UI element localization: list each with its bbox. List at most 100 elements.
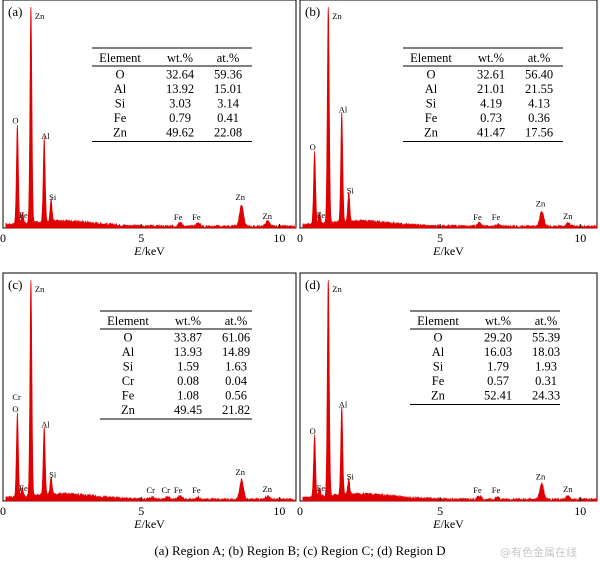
peak-label: Cr (162, 485, 171, 495)
peak-label: Zn (332, 11, 342, 21)
peak-label: Al (41, 131, 50, 141)
table-header-cell: wt.% (175, 314, 201, 328)
composition-table: Element wt.% at.% O 32.64 59.36 Al 13.92 15.01 Si… (92, 47, 252, 142)
x-axis-label: E/keV (432, 244, 464, 258)
table-header-cell: wt.% (485, 314, 511, 328)
table-header-cell: Element (99, 51, 141, 65)
table-cell: 18.03 (532, 345, 560, 359)
table-cell: Si (426, 97, 437, 111)
panel-label: (a) (8, 4, 22, 19)
peak-label: Al (339, 400, 348, 410)
table-cell: Fe (122, 389, 135, 403)
table-cell: O (123, 331, 132, 345)
table-cell: O (433, 331, 442, 345)
plot-frame (2, 272, 297, 502)
peak-label: Al (339, 105, 348, 115)
peak-label: Fe (19, 210, 28, 220)
table-cell: 1.93 (535, 360, 557, 374)
x-tick-label: 0 (0, 504, 6, 518)
peak-label: Si (347, 185, 355, 195)
peak-label: Fe (174, 485, 183, 495)
table-cell: Zn (431, 389, 446, 403)
x-tick-label: 0 (297, 504, 303, 518)
table-cell: 0.36 (528, 111, 550, 125)
table-cell: 29.20 (484, 331, 512, 345)
x-tick-label: 10 (574, 504, 586, 518)
eds-spectrum (5, 6, 297, 229)
table-cell: 17.56 (525, 126, 553, 140)
peak-label: Fe (192, 212, 201, 222)
table-cell: 61.06 (222, 331, 250, 345)
table-cell: 14.89 (222, 345, 250, 359)
table-cell: 33.87 (174, 331, 202, 345)
table-cell: 16.03 (484, 345, 512, 359)
table-cell: 15.01 (214, 82, 242, 96)
x-tick-label: 5 (138, 231, 144, 245)
table-cell: 13.92 (166, 82, 194, 96)
peak-label: Zn (263, 484, 273, 494)
table-cell: 21.01 (477, 82, 505, 96)
table-cell: 1.63 (225, 360, 247, 374)
peak-label: Al (41, 420, 50, 430)
table-header-cell: at.% (535, 314, 558, 328)
table-cell: 0.73 (480, 111, 502, 125)
table-header-cell: at.% (217, 51, 240, 65)
table-cell: Zn (121, 403, 136, 417)
peak-label: Zn (536, 472, 546, 482)
table-cell: 0.57 (487, 374, 509, 388)
peak-label: Zn (563, 484, 573, 494)
table-cell: 4.13 (528, 97, 550, 111)
table-cell: Zn (113, 126, 128, 140)
table-cell: 1.79 (487, 360, 509, 374)
table-cell: Fe (114, 111, 127, 125)
table-cell: 1.08 (177, 389, 199, 403)
peak-label: Zn (236, 192, 246, 202)
table-cell: 13.93 (174, 345, 202, 359)
x-tick-label: 0 (297, 231, 303, 245)
table-cell: 22.08 (214, 126, 242, 140)
table-cell: 3.14 (217, 97, 240, 111)
table-cell: Si (433, 360, 444, 374)
composition-table: Element wt.% at.% O 32.61 56.40 Al 21.01 21.55 Si… (403, 47, 563, 142)
peak-label: Fe (317, 210, 326, 220)
table-cell: Al (432, 345, 445, 359)
table-cell: Si (115, 97, 126, 111)
peak-label: Fe (19, 483, 28, 493)
table-header-cell: wt.% (167, 51, 193, 65)
table-cell: Al (425, 82, 438, 96)
table-cell: 21.82 (222, 403, 250, 417)
table-cell: Fe (432, 374, 445, 388)
panel-label: (c) (8, 277, 22, 292)
x-tick-label: 5 (138, 504, 144, 518)
x-tick-label: 5 (437, 231, 443, 245)
table-cell: O (426, 68, 435, 82)
table-header-cell: at.% (528, 51, 551, 65)
table-cell: 0.41 (217, 111, 239, 125)
table-header-cell: wt.% (478, 51, 504, 65)
peak-label: Zn (35, 11, 45, 21)
x-axis-label: E/keV (432, 517, 464, 531)
peak-label: Fe (473, 485, 482, 495)
composition-table: Element wt.% at.% O 33.87 61.06 Al 13.93 14.89 Si… (100, 310, 252, 420)
peak-label: O (12, 404, 18, 414)
panel-label: (b) (305, 4, 320, 19)
peak-label: Fe (192, 485, 201, 495)
table-cell: Al (114, 82, 127, 96)
peak-label: Zn (263, 211, 273, 221)
peak-label: Zn (563, 211, 573, 221)
table-cell: 32.61 (477, 68, 505, 82)
x-axis-label: E/keV (133, 517, 165, 531)
table-cell: Si (123, 360, 134, 374)
table-cell: Cr (122, 374, 135, 388)
x-tick-label: 10 (273, 504, 285, 518)
peak-label: Si (347, 472, 355, 482)
table-cell: 49.62 (166, 126, 194, 140)
table-cell: Zn (424, 126, 439, 140)
panel-label: (d) (305, 277, 320, 292)
peak-label: Fe (317, 483, 326, 493)
peak-label: Zn (35, 284, 45, 294)
